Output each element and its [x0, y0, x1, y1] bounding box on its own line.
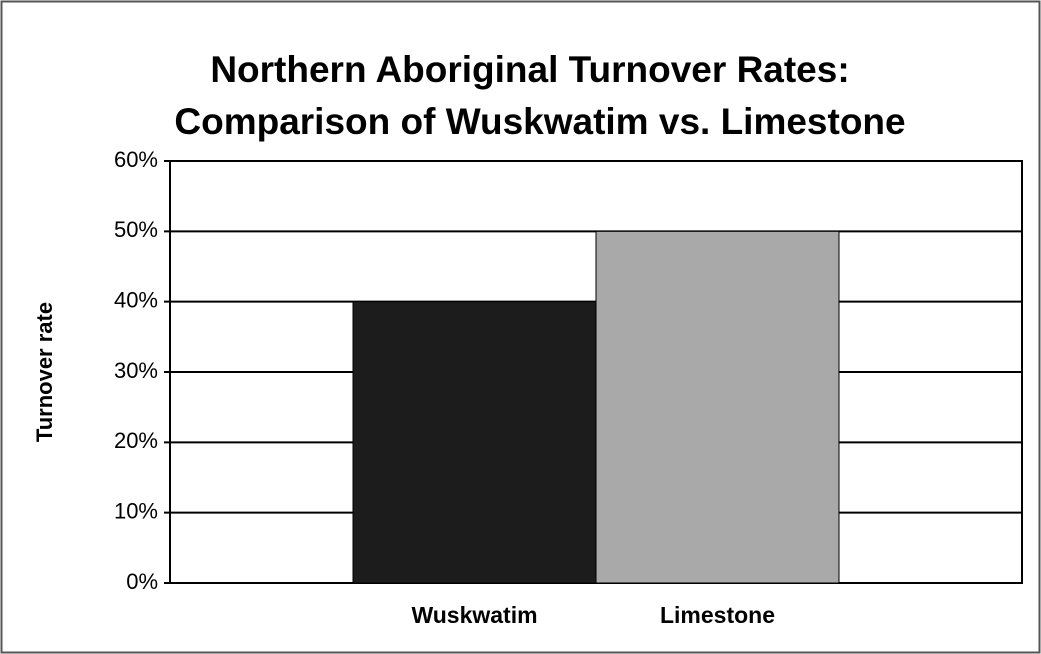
y-tick-label: 60% [114, 147, 158, 172]
y-tick-label: 40% [114, 287, 158, 312]
y-tick-label: 10% [114, 498, 158, 523]
y-tick-label: 30% [114, 358, 158, 383]
x-tick-label: Limestone [660, 602, 775, 628]
bar [352, 301, 597, 584]
x-tick-label: Wuskwatim [411, 602, 537, 628]
chart-title: Northern Aboriginal Turnover Rates: [210, 49, 849, 90]
y-tick-label: 20% [114, 428, 158, 453]
y-tick-label: 0% [126, 569, 158, 594]
y-axis-label: Turnover rate [32, 302, 57, 442]
y-tick-label: 50% [114, 217, 158, 242]
bar [595, 230, 840, 584]
chart-title: Comparison of Wuskwatim vs. Limestone [174, 101, 905, 142]
